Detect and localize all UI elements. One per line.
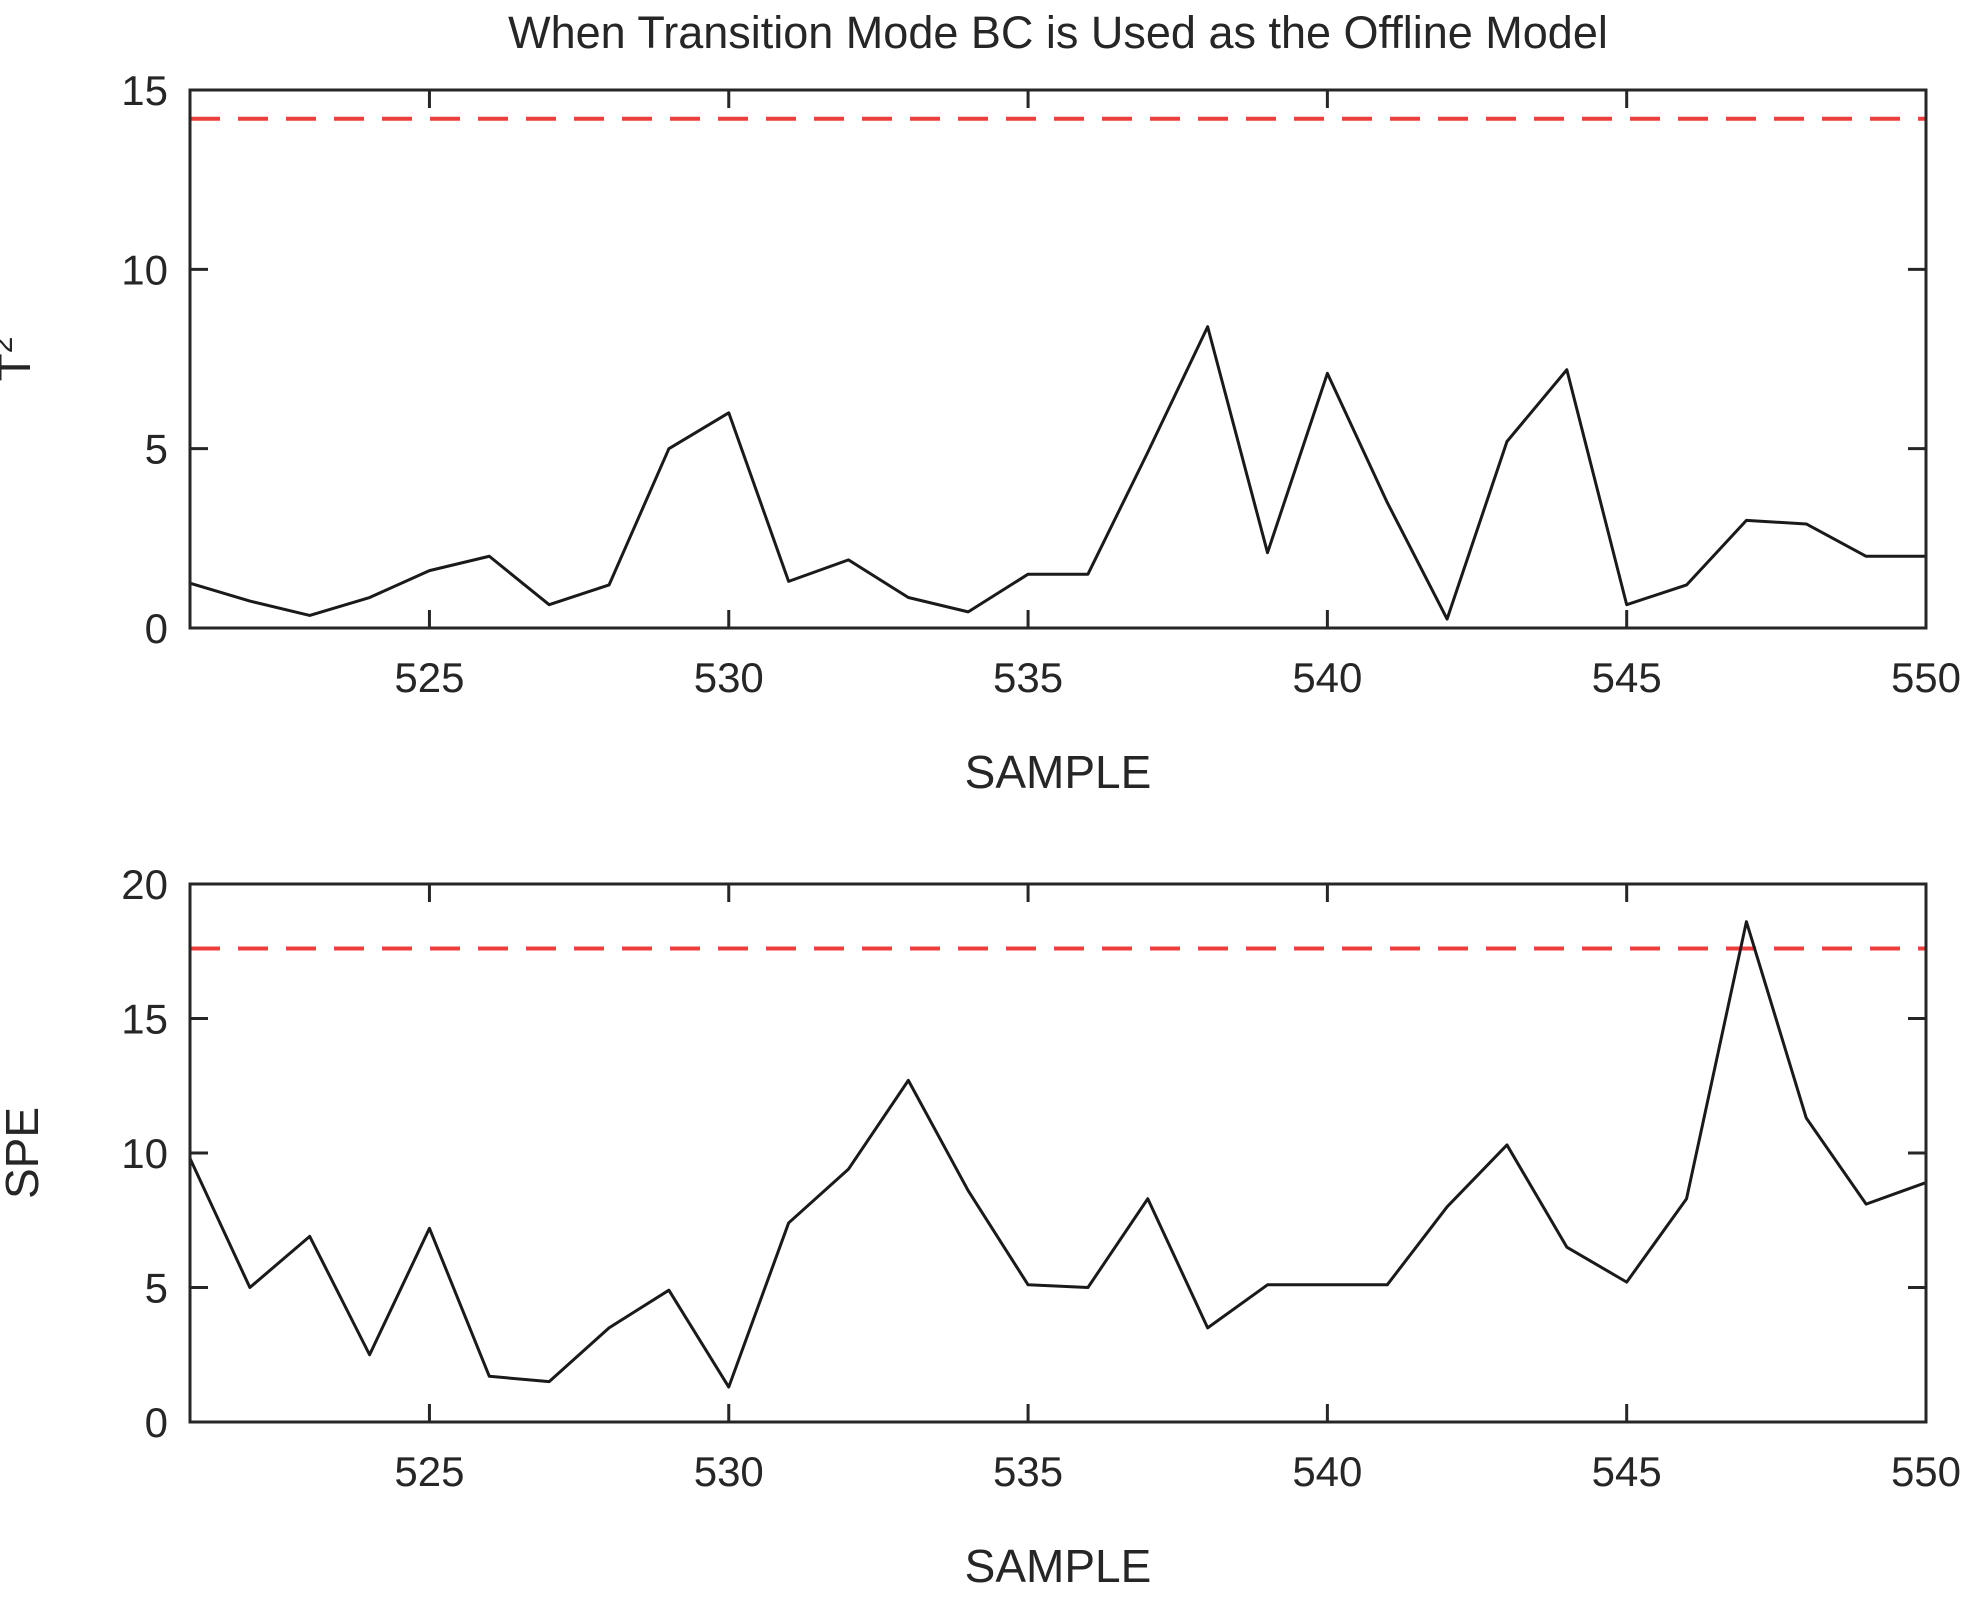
t2-x-tick-label-545: 545 (1592, 654, 1662, 701)
t2-y-tick-label-5: 5 (145, 426, 168, 473)
t2-x-tick-label-535: 535 (993, 654, 1063, 701)
t2-y-tick-label-10: 10 (121, 246, 168, 293)
spe-series-line (188, 920, 1928, 1389)
spe-y-axis-label: SPE (0, 1107, 48, 1199)
spe-x-tick-label-525: 525 (394, 1448, 464, 1495)
spe-x-tick-label-530: 530 (694, 1448, 764, 1495)
t2-x-tick-label-530: 530 (694, 654, 764, 701)
t2-y-tick-label-15: 15 (121, 67, 168, 114)
spe-axis-box (188, 882, 1928, 1424)
spe-y-tick-label-0: 0 (145, 1399, 168, 1446)
t2-series-line (188, 325, 1928, 621)
spe-x-tick-label-550: 550 (1891, 1448, 1961, 1495)
spe-y-tick-label-5: 5 (145, 1265, 168, 1312)
spe-x-tick-label-545: 545 (1592, 1448, 1662, 1495)
spe-x-tick-label-540: 540 (1292, 1448, 1362, 1495)
spe-y-tick-label-20: 20 (121, 861, 168, 908)
t2-y-tick-label-0: 0 (145, 605, 168, 652)
spe-y-tick-label-15: 15 (121, 996, 168, 1043)
t2-x-tick-label-525: 525 (394, 654, 464, 701)
t2-x-axis-label: SAMPLE (965, 746, 1152, 798)
t2-x-tick-label-540: 540 (1292, 654, 1362, 701)
t2-x-tick-label-550: 550 (1891, 654, 1961, 701)
t2-y-axis-label: T2 (0, 337, 40, 382)
spe-y-tick-label-10: 10 (121, 1130, 168, 1177)
spe-x-axis-label: SAMPLE (965, 1540, 1152, 1592)
spe-chart: 525 530 535 540 545 550 0 5 10 15 20 SAMPLE SPE (0, 861, 1961, 1592)
t2-axis-box (188, 88, 1928, 630)
spe-x-tick-label-535: 535 (993, 1448, 1063, 1495)
t2-chart: 525 530 535 540 545 550 0 5 10 15 SAMPLE T2 (0, 67, 1961, 798)
spe-ticks (190, 882, 1928, 1424)
t2-ticks (190, 88, 1928, 630)
chart-title: When Transition Mode BC is Used as the O… (508, 7, 1608, 58)
